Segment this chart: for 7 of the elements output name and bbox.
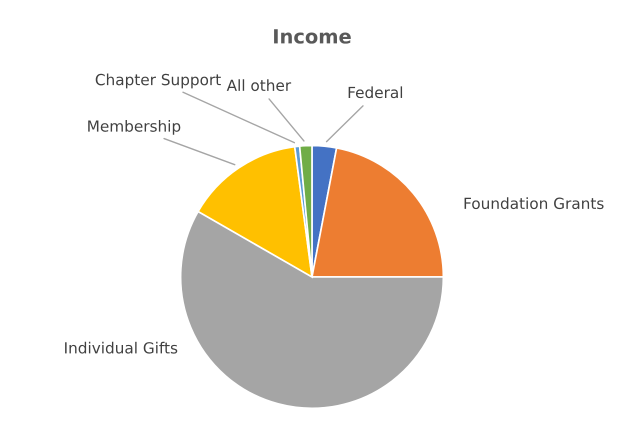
slice-label: Individual Gifts <box>65 342 178 354</box>
slice-label: Federal <box>348 86 402 98</box>
slice-label: Foundation Grants <box>464 197 604 210</box>
chart-title: Income <box>274 29 351 44</box>
slice-label: All other <box>226 79 292 92</box>
slice-label: Chapter Support <box>96 74 221 88</box>
slice-label: Membership <box>88 120 180 135</box>
